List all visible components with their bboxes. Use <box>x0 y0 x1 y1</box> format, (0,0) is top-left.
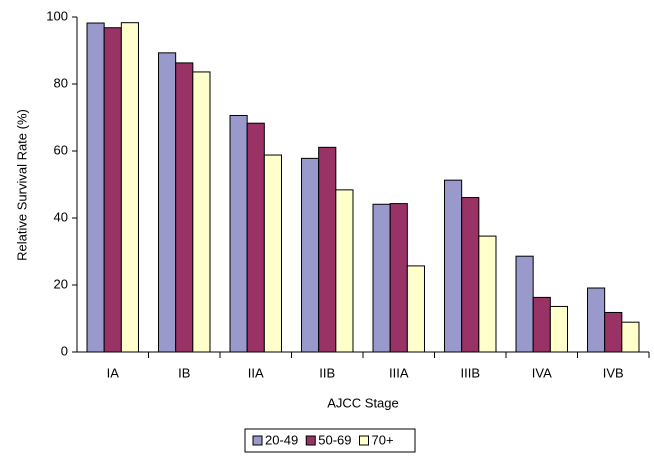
x-tick-label: IIIB <box>460 365 480 380</box>
x-tick-label: IA <box>107 365 120 380</box>
legend-swatch <box>359 435 369 446</box>
bar <box>372 203 391 353</box>
x-tick-label: IVA <box>532 365 552 380</box>
legend-swatch <box>252 435 263 446</box>
legend-label: 50-69 <box>318 432 351 447</box>
bar <box>389 203 408 353</box>
bar <box>587 287 606 353</box>
bar <box>478 235 497 353</box>
y-tick-label: 60 <box>54 142 68 157</box>
y-axis-label: Relative Survival Rate (%) <box>14 109 29 261</box>
y-tick-label: 20 <box>54 276 68 291</box>
bar <box>301 157 320 353</box>
y-tick-label: 80 <box>54 75 68 90</box>
y-tick-label: 0 <box>61 343 68 358</box>
legend-label: 70+ <box>372 432 394 447</box>
bar <box>444 179 463 353</box>
x-tick-label: IIA <box>248 365 264 380</box>
bar <box>263 154 282 353</box>
legend-swatch <box>305 435 316 446</box>
bar <box>175 62 194 353</box>
bar <box>515 255 534 353</box>
bar <box>86 22 105 353</box>
legend-box <box>244 428 416 453</box>
bar <box>604 311 623 353</box>
bar <box>335 189 354 353</box>
bar <box>158 52 177 353</box>
bar <box>461 197 480 353</box>
x-tick-label: IIB <box>319 365 335 380</box>
bar <box>229 114 248 353</box>
bar <box>549 305 568 353</box>
bar <box>246 122 265 353</box>
x-tick-label: IVB <box>603 365 624 380</box>
bar <box>120 22 139 353</box>
bar <box>192 71 211 353</box>
x-axis-label: AJCC Stage <box>327 395 399 410</box>
bar <box>318 146 337 353</box>
bar <box>406 265 425 353</box>
bar <box>532 296 551 353</box>
legend-label: 20-49 <box>265 432 298 447</box>
bar <box>621 321 640 353</box>
y-tick-label: 100 <box>46 8 68 23</box>
y-tick-label: 40 <box>54 209 68 224</box>
bar <box>103 27 122 353</box>
x-tick-label: IB <box>178 365 190 380</box>
x-tick-label: IIIA <box>389 365 409 380</box>
